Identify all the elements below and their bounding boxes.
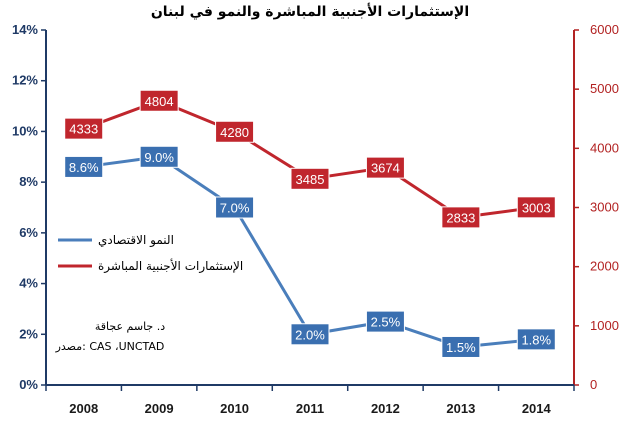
series-0-data-label: 8.6%: [69, 160, 99, 175]
series-1-data-label: 3003: [522, 200, 551, 215]
author-note: د. جاسم عجاقة: [95, 320, 165, 333]
left-tick-label: 6%: [19, 225, 38, 240]
series-1-data-label: 4280: [220, 125, 249, 140]
series-0-point: [215, 196, 255, 219]
series-0-point: [365, 310, 405, 333]
x-tick-label: 2008: [69, 401, 98, 416]
series-0-data-label: 1.5%: [446, 340, 476, 355]
source-note: مصدر: CAS ،UNCTAD: [55, 340, 165, 353]
right-tick-label: 1000: [590, 318, 619, 333]
chart-title: الإستثمارات الأجنبية المباشرة والنمو في …: [151, 3, 469, 20]
series-1-data-label: 4333: [69, 122, 98, 137]
series-1-data-label: 3485: [296, 172, 325, 187]
right-tick-label: 5000: [590, 81, 619, 96]
legend: النمو الاقتصادي الإستثمارات الأجنبية الم…: [58, 233, 243, 274]
right-y-axis: 0 1000 2000 3000 4000 5000 6000: [573, 22, 619, 392]
series-0-data-label: 7.0%: [220, 201, 250, 216]
legend-growth-label: النمو الاقتصادي: [98, 233, 174, 248]
series-1-data-label: 3674: [371, 161, 400, 176]
right-tick-label: 2000: [590, 259, 619, 274]
right-tick-label: 4000: [590, 140, 619, 155]
series-0-point: [139, 145, 179, 168]
series-1-point: [215, 120, 255, 143]
series-0-data-label: 2.5%: [371, 315, 401, 330]
source-annotation: د. جاسم عجاقة مصدر: CAS ،UNCTAD: [55, 320, 166, 353]
x-tick-label: 2014: [522, 401, 552, 416]
legend-fdi-label: الإستثمارات الأجنبية المباشرة: [98, 258, 243, 274]
series-0-data-label: 1.8%: [521, 332, 551, 347]
series-1-point: [290, 167, 330, 190]
series-1-point: [441, 206, 481, 229]
x-tick-label: 2013: [446, 401, 475, 416]
left-tick-label: 0%: [19, 377, 38, 392]
series-1-point: [516, 196, 556, 219]
series-1-point: [64, 117, 104, 140]
x-tick-label: 2011: [296, 401, 324, 416]
series-1-point: [365, 156, 405, 179]
left-tick-label: 2%: [19, 326, 38, 341]
series-1-point: [139, 89, 179, 112]
series-1-data-label: 2833: [446, 210, 475, 225]
left-tick-label: 4%: [19, 276, 38, 291]
right-tick-label: 3000: [590, 200, 619, 215]
left-y-axis: 0% 2% 4% 6% 8% 10% 12% 14%: [12, 22, 47, 392]
series-0-point: [441, 335, 481, 358]
x-axis: 2008 2009 2010 2011 2012 2013 2014: [45, 384, 575, 416]
series-0-point: [516, 328, 556, 351]
series-0-point: [290, 323, 330, 346]
x-tick-label: 2010: [220, 401, 249, 416]
x-tick-label: 2012: [371, 401, 400, 416]
series-0-data-label: 9.0%: [144, 150, 174, 165]
right-tick-label: 6000: [590, 22, 619, 37]
series-1: 4333 4804 4280 3485 3674 2833 3003: [64, 89, 556, 229]
left-tick-label: 14%: [12, 22, 38, 37]
left-tick-label: 8%: [19, 174, 38, 189]
x-tick-label: 2009: [145, 401, 174, 416]
right-tick-label: 0: [590, 377, 597, 392]
series-0-data-label: 2.0%: [295, 327, 325, 342]
series-1-data-label: 4804: [145, 94, 174, 109]
left-tick-label: 10%: [12, 123, 38, 138]
series-0-point: [64, 155, 104, 178]
left-tick-label: 12%: [12, 73, 38, 88]
series-layer: 8.6% 9.0% 7.0% 2.0% 2.5% 1.5% 1.8% 4333 4804 4280…: [64, 89, 556, 358]
series-0: 8.6% 9.0% 7.0% 2.0% 2.5% 1.5% 1.8%: [64, 145, 556, 358]
